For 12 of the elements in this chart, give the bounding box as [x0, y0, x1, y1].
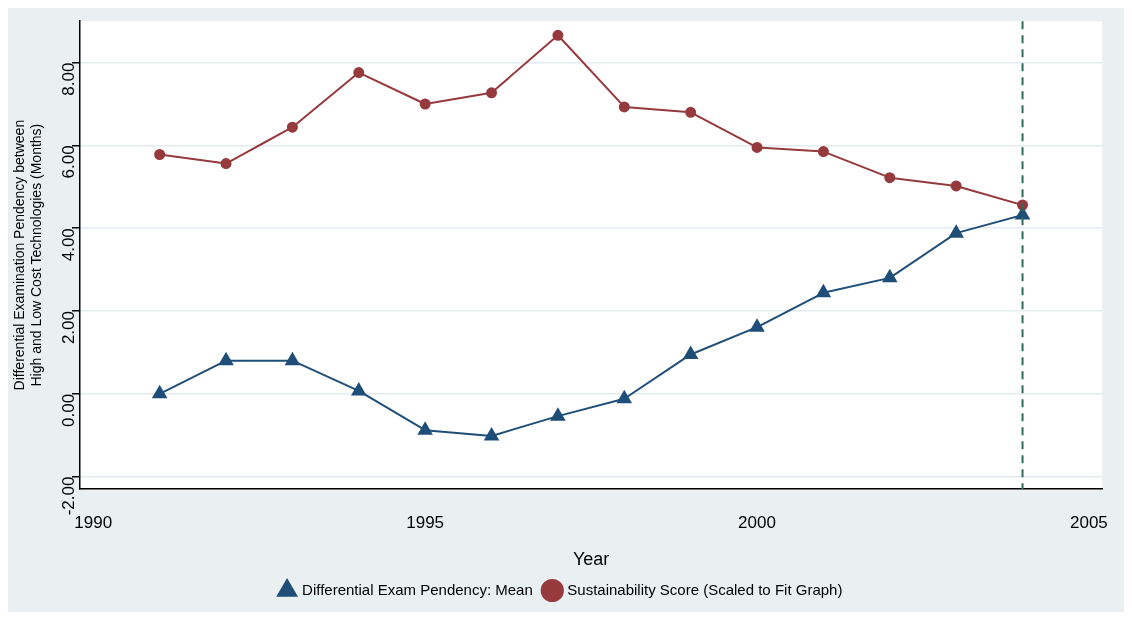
x-tick-label: 1995: [406, 512, 445, 532]
legend-label: Differential Exam Pendency: Mean: [302, 580, 533, 598]
y-tick-label: 4.00: [58, 228, 78, 262]
y-tick-label: 8.00: [58, 62, 78, 96]
y-tick-label: 2.00: [58, 310, 78, 345]
x-axis-title: Year: [572, 549, 610, 570]
y-tick-label: 6.00: [58, 145, 78, 179]
y-tick-label: 0.00: [58, 393, 78, 427]
x-tick-label: 2000: [738, 512, 776, 532]
legend-label: Sustainability Score (Scaled to Fit Graph): [567, 580, 843, 598]
x-tick-label: 2005: [1069, 512, 1108, 532]
y-axis-title: Differential Examination Pendency between High and Low Cost Technologies (Months): [11, 119, 45, 391]
